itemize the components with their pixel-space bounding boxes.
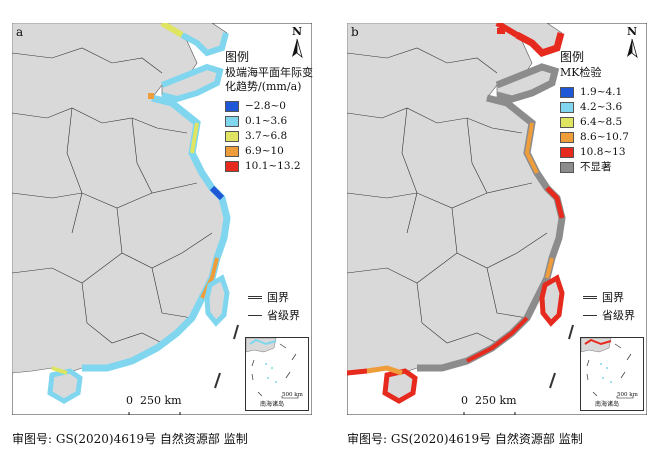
legend-swatch bbox=[560, 162, 574, 173]
north-label: N bbox=[627, 25, 638, 38]
legend-item: 3.7~6.8 bbox=[225, 129, 313, 144]
legend-label: 6.4~8.5 bbox=[580, 116, 623, 129]
legend-swatch bbox=[225, 161, 239, 172]
scale-label: 250 km bbox=[140, 394, 182, 407]
legend-swatch bbox=[560, 117, 574, 128]
north-arrow-icon bbox=[627, 38, 638, 59]
national-boundary-label: 国界 bbox=[602, 291, 624, 304]
legend-label: 0.1~3.6 bbox=[245, 115, 288, 128]
provincial-boundary-label: 省级界 bbox=[602, 309, 635, 322]
legend-swatch bbox=[560, 102, 574, 113]
legend-provincial-boundary: 省级界 bbox=[583, 307, 635, 323]
provincial-boundaries bbox=[347, 47, 548, 344]
legend-swatch bbox=[225, 146, 239, 157]
map-panel-b: b N 图例 MK检验 1.9~4.1 4.2~3.6 6.4~8.5 8.6~… bbox=[347, 23, 647, 415]
scale-bar bbox=[128, 412, 181, 415]
inset-map bbox=[581, 338, 634, 399]
legend-item: 4.2~3.6 bbox=[560, 100, 648, 115]
legend-item: 1.9~4.1 bbox=[560, 85, 648, 100]
inset-scale-label: 500 km bbox=[617, 392, 638, 398]
national-boundary-label: 国界 bbox=[267, 291, 289, 304]
inset-title: 南海诸岛 bbox=[260, 401, 285, 408]
legend-label: 1.9~4.1 bbox=[580, 86, 623, 99]
south-china-sea-inset: 500 km 南海诸岛 bbox=[245, 337, 309, 411]
legend-item: −2.8~0 bbox=[225, 99, 313, 114]
legend-swatch bbox=[225, 131, 239, 142]
legend-swatch bbox=[560, 87, 574, 98]
national-boundary-dashes bbox=[549, 324, 574, 389]
legend-label: 3.7~6.8 bbox=[245, 130, 288, 143]
national-boundary-symbol bbox=[248, 295, 262, 299]
south-china-sea-inset: 500 km 南海诸岛 bbox=[580, 337, 644, 411]
provincial-boundary-label: 省级界 bbox=[267, 309, 300, 322]
legend-item: 不显著 bbox=[560, 160, 648, 175]
inset-map bbox=[246, 338, 299, 399]
legend-label: 6.9~10 bbox=[245, 145, 284, 158]
legend-item: 8.6~10.7 bbox=[560, 130, 648, 145]
legend-title: 图例 bbox=[560, 50, 585, 64]
north-label: N bbox=[292, 25, 303, 38]
map-canvas-a bbox=[12, 23, 312, 415]
scale-zero: 0 bbox=[126, 394, 133, 407]
legend-swatch bbox=[560, 132, 574, 143]
legend-label: 4.2~3.6 bbox=[580, 101, 623, 114]
legend-label: 8.6~10.7 bbox=[580, 131, 629, 144]
inset-scale-label: 500 km bbox=[282, 392, 303, 398]
legend-national-boundary: 国界 bbox=[248, 289, 289, 305]
provincial-boundary-symbol bbox=[583, 314, 597, 316]
legend-label: 不显著 bbox=[580, 161, 612, 174]
north-arrow-icon bbox=[292, 38, 303, 59]
scale-zero: 0 bbox=[461, 394, 468, 407]
legend-subtitle: 极端海平面年际变化趋势/(mm/a) bbox=[225, 66, 313, 93]
provincial-boundaries bbox=[12, 47, 213, 344]
legend-swatch bbox=[225, 101, 239, 112]
legend-item: 10.8~13 bbox=[560, 145, 648, 160]
legend-item: 0.1~3.6 bbox=[225, 114, 313, 129]
legend-swatch bbox=[225, 116, 239, 127]
approval-caption-b: 审图号: GS(2020)4619号 自然资源部 监制 bbox=[347, 432, 583, 446]
panel-label: b bbox=[351, 25, 359, 39]
legend-subtitle: MK检验 bbox=[560, 66, 602, 79]
coastal-cells-a bbox=[47, 23, 231, 404]
panel-label: a bbox=[16, 25, 24, 39]
coastal-cells-b bbox=[347, 23, 566, 404]
provincial-boundary-symbol bbox=[248, 314, 262, 316]
legend-provincial-boundary: 省级界 bbox=[248, 307, 300, 323]
scale-bar bbox=[463, 412, 516, 415]
inset-title: 南海诸岛 bbox=[595, 401, 620, 408]
legend: 图例 极端海平面年际变化趋势/(mm/a) −2.8~0 0.1~3.6 3.7… bbox=[225, 51, 313, 174]
national-boundary-symbol bbox=[583, 295, 597, 299]
scale-label: 250 km bbox=[475, 394, 517, 407]
legend-item: 6.9~10 bbox=[225, 144, 313, 159]
legend-label: −2.8~0 bbox=[245, 100, 286, 113]
legend-label: 10.8~13 bbox=[580, 146, 626, 159]
legend-title: 图例 bbox=[225, 50, 250, 64]
legend-national-boundary: 国界 bbox=[583, 289, 624, 305]
legend-item: 10.1~13.2 bbox=[225, 159, 313, 174]
legend-swatch bbox=[560, 147, 574, 158]
national-boundary-dashes bbox=[214, 324, 239, 389]
approval-caption-a: 审图号: GS(2020)4619号 自然资源部 监制 bbox=[12, 432, 248, 446]
legend-item: 6.4~8.5 bbox=[560, 115, 648, 130]
map-panel-a: a N 图例 极端海平面年际变化趋势/(mm/a) −2.8~0 0.1~3.6… bbox=[12, 23, 313, 415]
legend: 图例 MK检验 1.9~4.1 4.2~3.6 6.4~8.5 8.6~10.7… bbox=[560, 51, 648, 175]
legend-label: 10.1~13.2 bbox=[245, 160, 301, 173]
